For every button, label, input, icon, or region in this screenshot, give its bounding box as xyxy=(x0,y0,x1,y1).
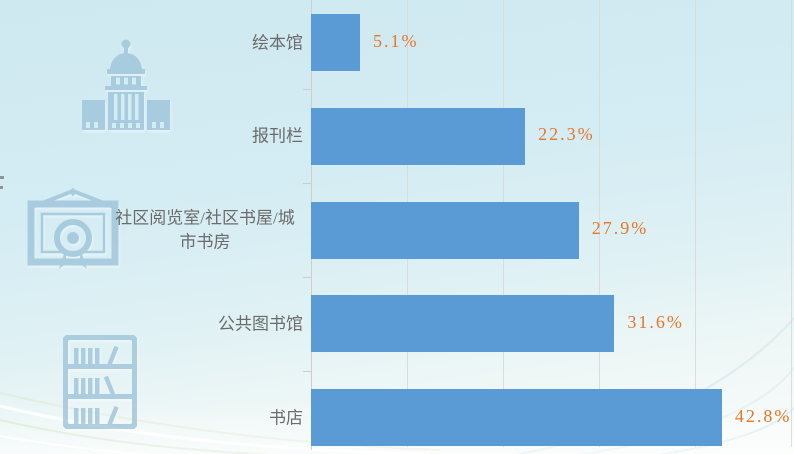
library-building-icon xyxy=(82,39,170,130)
bar-4 xyxy=(311,295,615,353)
value-label: 31.6% xyxy=(627,311,684,332)
value-label: 42.8% xyxy=(734,405,792,426)
axis-tick xyxy=(303,89,311,91)
axis-tick xyxy=(303,370,311,372)
bar-3 xyxy=(311,201,579,259)
category-label: 绘本馆 xyxy=(252,32,303,52)
category-label: 报刊栏 xyxy=(252,126,303,146)
bar-2 xyxy=(311,107,526,165)
value-label: 22.3% xyxy=(538,124,595,145)
value-label: 5.1% xyxy=(373,30,419,51)
value-label: 27.9% xyxy=(591,218,649,239)
bar-1 xyxy=(311,14,360,71)
category-label: 社区阅览室/社区书屋/城市书房 xyxy=(115,208,295,252)
category-label: 公共图书馆 xyxy=(218,314,303,334)
category-label: 书店 xyxy=(269,407,303,427)
axis-tick xyxy=(303,276,311,278)
axis-tick xyxy=(303,183,311,184)
gridline-30pct xyxy=(599,0,600,447)
bookshelf-icon xyxy=(63,335,137,429)
certificate-frame-icon xyxy=(27,187,119,269)
gridline-40pct xyxy=(695,0,696,447)
gridline-50pct xyxy=(791,0,792,447)
bar-5 xyxy=(311,389,722,447)
